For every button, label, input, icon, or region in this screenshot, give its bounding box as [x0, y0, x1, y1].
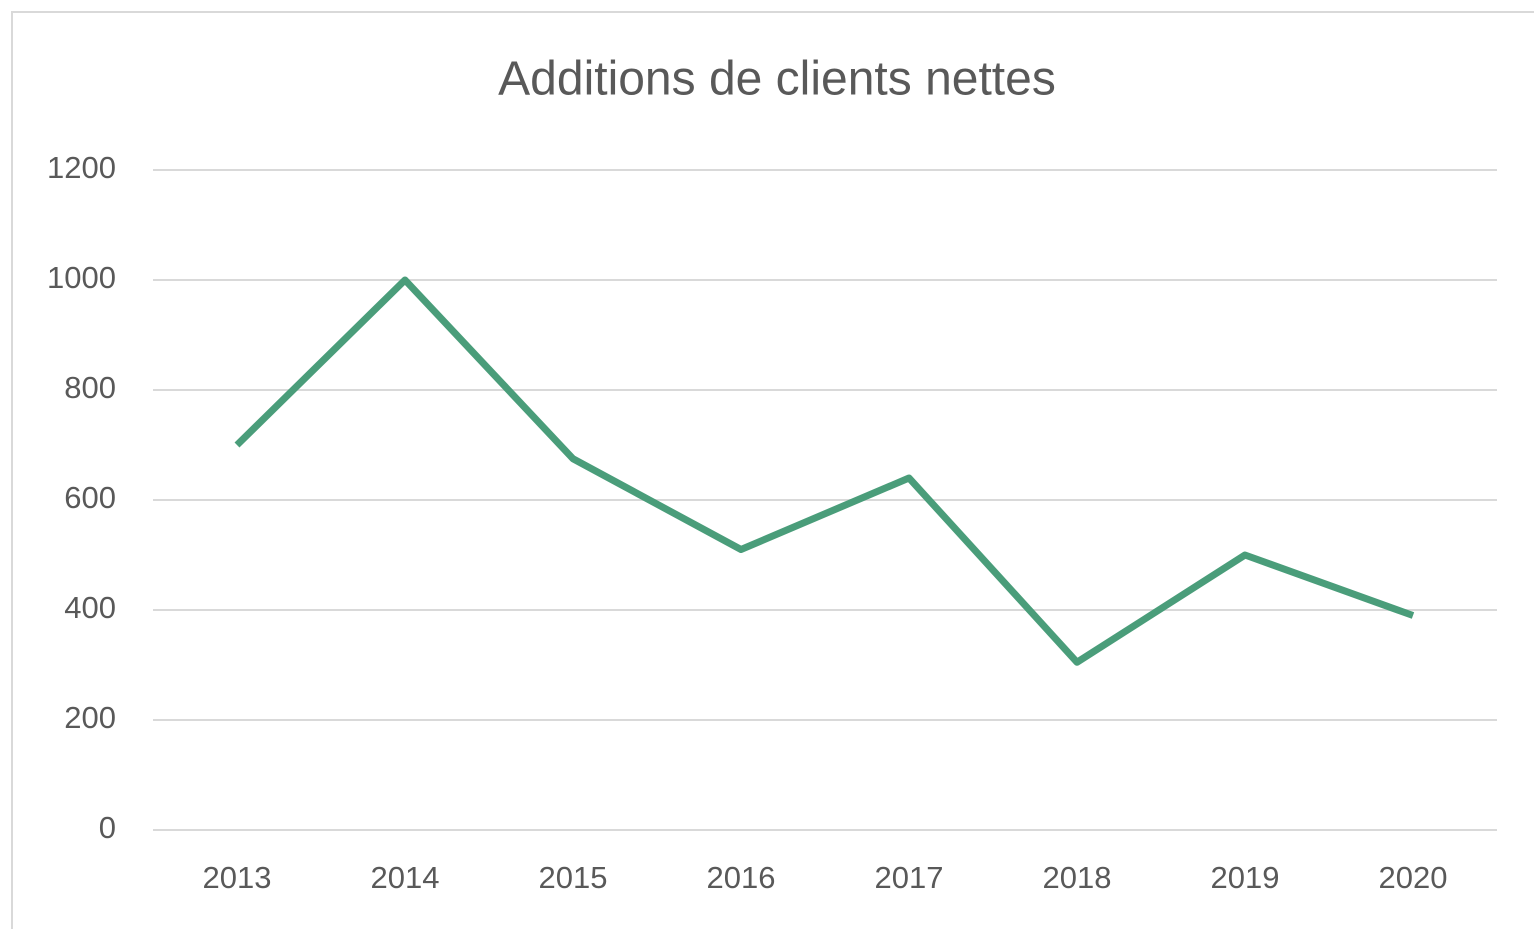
y-tick-label: 800 [64, 370, 116, 405]
x-tick-label: 2019 [1211, 860, 1280, 895]
data-line [234, 276, 1415, 666]
x-tick-label: 2014 [371, 860, 440, 895]
y-tick-label: 400 [64, 590, 116, 625]
y-tick-label: 0 [99, 810, 116, 845]
x-tick-label: 2020 [1379, 860, 1448, 895]
y-tick-label: 1200 [47, 150, 116, 185]
x-tick-label: 2018 [1043, 860, 1112, 895]
y-tick-label: 200 [64, 700, 116, 735]
y-tick-label: 600 [64, 480, 116, 515]
x-tick-label: 2013 [203, 860, 272, 895]
x-tick-label: 2016 [707, 860, 776, 895]
x-tick-label: 2015 [539, 860, 608, 895]
y-tick-label: 1000 [47, 260, 116, 295]
chart-border [11, 11, 1534, 929]
x-tick-label: 2017 [875, 860, 944, 895]
chart-title: Additions de clients nettes [498, 53, 1056, 106]
